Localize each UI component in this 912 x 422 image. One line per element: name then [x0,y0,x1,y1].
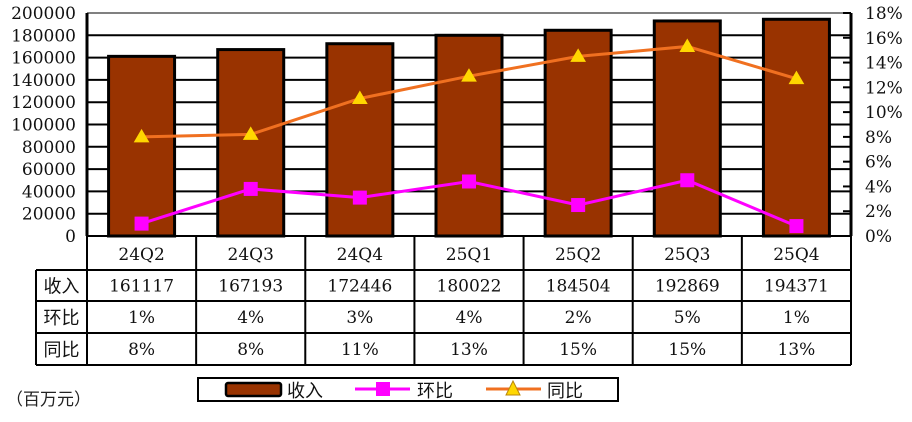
right-axis-tick-label: 8% [865,128,892,148]
legend-bar-swatch [224,381,283,398]
qoq-square-marker [243,181,258,196]
table-cell: 13% [450,340,488,360]
table-cell: 192869 [655,277,720,297]
table-cell: 4% [237,308,264,328]
table-cell: 2% [565,308,592,328]
table-category-label: 24Q4 [337,245,383,265]
legend-label-revenue: 收入 [287,381,323,402]
yoy-triangle-marker [133,128,150,143]
table-cell: 3% [346,308,373,328]
yoy-triangle-marker [461,68,477,82]
table-cell: 194371 [764,277,829,297]
right-axis-tick-label: 6% [865,153,892,173]
table-cell: 4% [456,308,483,328]
left-axis-tick-label: 180000 [11,26,76,46]
table-cell: 180022 [437,277,502,297]
revenue-bar [434,33,504,238]
table-category-label: 25Q2 [555,245,601,265]
qoq-square-marker [571,198,586,213]
table-cell: 1% [128,308,155,328]
left-axis-tick-label: 120000 [11,93,76,113]
right-axis-tick-label: 18% [865,4,903,24]
right-axis-tick-label: 10% [865,103,903,123]
right-axis-tick-label: 14% [865,54,903,74]
table-category-label: 25Q3 [664,245,710,265]
left-axis-tick-label: 100000 [11,116,76,136]
table-cell: 184504 [546,277,611,297]
legend-qoq-marker [376,382,390,396]
yoy-triangle-marker [788,70,805,85]
right-axis-tick-label: 16% [865,29,903,49]
left-axis-tick-label: 160000 [11,49,76,69]
table-category-label: 24Q2 [118,245,164,265]
table-row-label: 同比 [44,340,80,361]
table-cell: 15% [668,340,706,360]
qoq-square-marker [789,219,804,234]
revenue-bar [216,48,286,238]
qoq-square-marker [352,190,367,205]
yoy-triangle-marker [679,38,696,52]
left-axis-tick-label: 80000 [22,138,76,158]
right-axis-tick-label: 12% [865,78,903,98]
table-row-label: 环比 [44,308,80,329]
table-cell: 11% [341,340,379,360]
qoq-square-marker [134,216,149,231]
table-cell: 172446 [327,277,392,297]
unit-note: （百万元） [6,390,91,410]
table-category-label: 24Q3 [228,245,274,265]
table-cell: 8% [128,340,155,360]
legend-yoy-marker [505,379,521,396]
table-category-label: 25Q1 [446,245,492,265]
qoq-square-marker [680,173,695,188]
qoq-square-marker [462,174,476,189]
table-cell: 15% [559,340,597,360]
left-axis-tick-label: 40000 [22,182,76,202]
legend-label-qoq: 环比 [417,381,453,402]
yoy-triangle-marker [242,126,259,140]
left-axis-tick-label: 20000 [22,205,76,225]
yoy-triangle-marker [570,48,587,62]
table-cell: 161117 [109,277,174,297]
right-axis-tick-label: 4% [865,177,892,197]
right-axis-tick-label: 2% [865,202,892,222]
left-axis-tick-label: 200000 [11,4,76,24]
table-cell: 167193 [218,277,283,297]
revenue-bar [761,17,831,238]
revenue-bar [107,54,177,238]
revenue-bar [652,19,722,238]
table-category-label: 25Q4 [773,245,819,265]
yoy-triangle-marker [351,90,368,104]
table-cell: 13% [778,340,816,360]
table-row-label: 收入 [44,277,80,298]
left-axis-tick-label: 60000 [22,160,76,180]
legend-label-yoy: 同比 [547,381,583,402]
left-axis-tick-label: 0 [65,227,76,247]
right-axis-tick-label: 0% [865,227,892,247]
table-cell: 8% [237,340,264,360]
table-cell: 5% [674,308,701,328]
left-axis-tick-label: 140000 [11,71,76,91]
revenue-bar [325,42,395,238]
table-cell: 1% [783,308,810,328]
